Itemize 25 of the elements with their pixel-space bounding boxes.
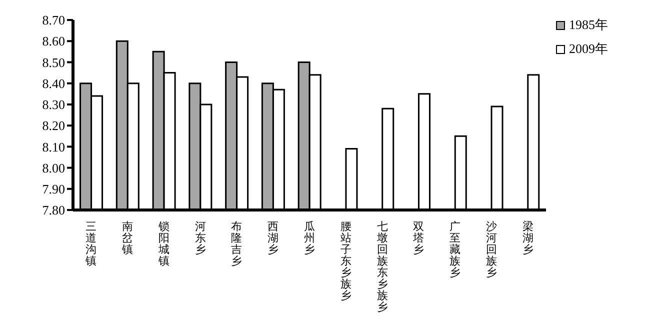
y-tick-label: 8.60 — [42, 34, 65, 49]
x-tick-label: 广至藏族乡 — [450, 220, 461, 279]
x-tick-label: 双塔乡 — [412, 220, 424, 256]
x-tick-label: 锁阳城镇 — [157, 220, 170, 268]
x-tick-label: 腰站子东乡族乡 — [340, 220, 352, 302]
x-tick-label: 瓜州乡 — [304, 220, 315, 256]
y-tick-label: 7.80 — [42, 202, 65, 218]
x-tick-label: 布隆吉乡 — [231, 220, 242, 268]
y-tick-label: 8.20 — [42, 118, 65, 134]
y-tick-label: 7.90 — [42, 182, 65, 197]
x-tick-label: 沙河回族乡 — [486, 220, 497, 279]
legend-label: 1985年 — [569, 16, 608, 34]
y-tick-label: 8.40 — [42, 76, 65, 91]
x-tick-label: 梁湖乡 — [522, 220, 534, 256]
x-tick-label: 三道沟镇 — [84, 220, 97, 268]
x-tick-label: 西湖乡 — [268, 220, 279, 256]
x-tick-label: 南岔镇 — [121, 220, 134, 256]
y-tick-label: 8.10 — [42, 139, 65, 154]
y-tick-label: 8.30 — [42, 97, 65, 112]
y-tick-label: 8.50 — [42, 54, 65, 70]
legend-label: 2009年 — [569, 40, 608, 58]
x-tick-label: 河东乡 — [194, 220, 206, 256]
x-tick-label: 七墩回族东乡族乡 — [376, 220, 388, 314]
y-tick-label: 8.00 — [42, 160, 65, 176]
y-tick-label: 8.70 — [42, 12, 65, 28]
